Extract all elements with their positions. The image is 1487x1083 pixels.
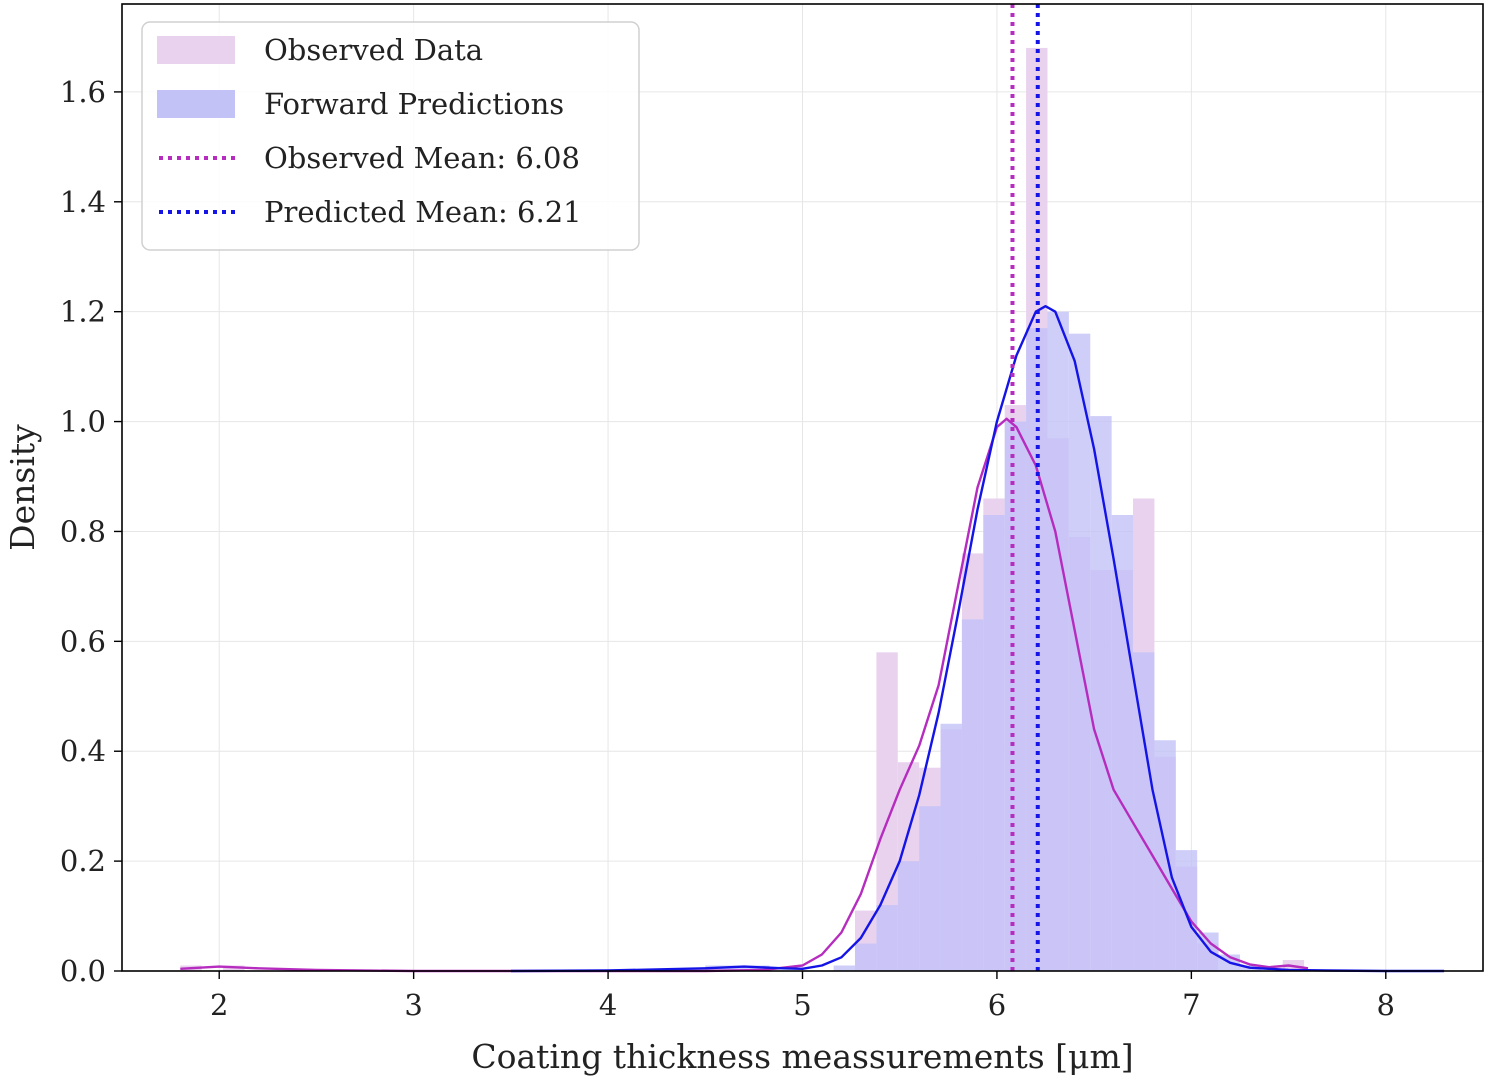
legend: Observed Data Forward Predictions Observed… bbox=[141, 21, 640, 251]
x-tick-label: 5 bbox=[793, 988, 811, 1022]
predicted-bar bbox=[1175, 850, 1198, 971]
predicted-bar bbox=[833, 965, 855, 971]
legend-swatch bbox=[157, 36, 235, 64]
y-tick-label: 1.4 bbox=[60, 185, 106, 219]
x-tick-label: 4 bbox=[599, 988, 617, 1022]
x-tick-label: 2 bbox=[210, 988, 228, 1022]
predicted-bar bbox=[1154, 740, 1176, 971]
legend-box bbox=[141, 21, 640, 251]
y-tick-label: 1.2 bbox=[60, 295, 106, 329]
predicted-bar bbox=[1090, 416, 1112, 971]
predicted-bar bbox=[897, 861, 920, 971]
x-axis-ticks: 2 3 4 5 6 7 8 bbox=[210, 971, 1395, 1022]
predicted-bar bbox=[1047, 311, 1069, 971]
legend-label: Predicted Mean: 6.21 bbox=[264, 195, 582, 229]
legend-label: Forward Predictions bbox=[264, 87, 564, 121]
forward-predictions-bars bbox=[705, 311, 1262, 972]
legend-label: Observed Data bbox=[264, 33, 483, 67]
predicted-bar bbox=[1004, 421, 1027, 971]
x-tick-label: 7 bbox=[1182, 988, 1200, 1022]
predicted-bar bbox=[961, 619, 984, 971]
y-axis-label: Density bbox=[3, 424, 42, 551]
predicted-kde-curve bbox=[510, 305, 1445, 973]
x-tick-label: 6 bbox=[988, 988, 1006, 1022]
predicted-bar bbox=[876, 905, 898, 971]
predicted-bar bbox=[1133, 652, 1155, 971]
kde-curves bbox=[180, 305, 1445, 973]
predicted-bar bbox=[940, 723, 962, 971]
legend-label: Observed Mean: 6.08 bbox=[264, 141, 580, 175]
y-tick-label: 0.0 bbox=[60, 954, 106, 988]
grid-lines bbox=[122, 4, 1483, 972]
y-tick-label: 0.8 bbox=[60, 514, 106, 548]
y-axis-ticks: 0.0 0.2 0.4 0.6 0.8 1.0 1.2 1.4 1.6 bbox=[60, 75, 122, 988]
x-axis-label: Coating thickness meassurements [μm] bbox=[471, 1037, 1133, 1076]
y-tick-label: 0.2 bbox=[60, 844, 106, 878]
y-tick-label: 0.6 bbox=[60, 624, 106, 658]
y-tick-label: 0.4 bbox=[60, 734, 106, 768]
predicted-bar bbox=[983, 514, 1005, 971]
predicted-bar bbox=[1026, 328, 1048, 971]
y-tick-label: 1.6 bbox=[60, 75, 106, 109]
y-tick-label: 1.0 bbox=[60, 405, 106, 439]
predicted-bar bbox=[854, 943, 877, 971]
predicted-bar bbox=[1111, 514, 1134, 971]
x-tick-label: 3 bbox=[404, 988, 422, 1022]
predicted-bar bbox=[726, 965, 749, 971]
predicted-bar bbox=[919, 806, 941, 971]
legend-swatch bbox=[157, 90, 235, 118]
observed-bar bbox=[876, 652, 898, 971]
x-tick-label: 8 bbox=[1377, 988, 1395, 1022]
